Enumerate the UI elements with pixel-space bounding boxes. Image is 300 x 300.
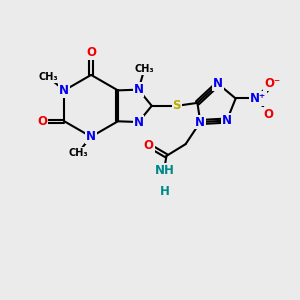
Text: O: O (144, 139, 154, 152)
Text: N: N (59, 84, 69, 97)
Text: O: O (263, 108, 273, 121)
Text: CH₃: CH₃ (135, 64, 154, 74)
Text: S: S (172, 99, 181, 112)
Text: N: N (213, 77, 223, 90)
Text: N: N (195, 116, 205, 128)
Text: N: N (86, 130, 96, 143)
Text: N⁺: N⁺ (250, 92, 266, 105)
Text: H: H (160, 185, 170, 198)
Text: N: N (134, 83, 143, 96)
Text: CH₃: CH₃ (68, 148, 88, 158)
Text: CH₃: CH₃ (38, 72, 58, 82)
Text: N: N (134, 116, 143, 128)
Text: NH: NH (155, 164, 175, 177)
Text: O: O (37, 115, 47, 128)
Text: N: N (222, 114, 232, 127)
Text: O: O (86, 46, 96, 59)
Text: O⁻: O⁻ (264, 77, 280, 90)
